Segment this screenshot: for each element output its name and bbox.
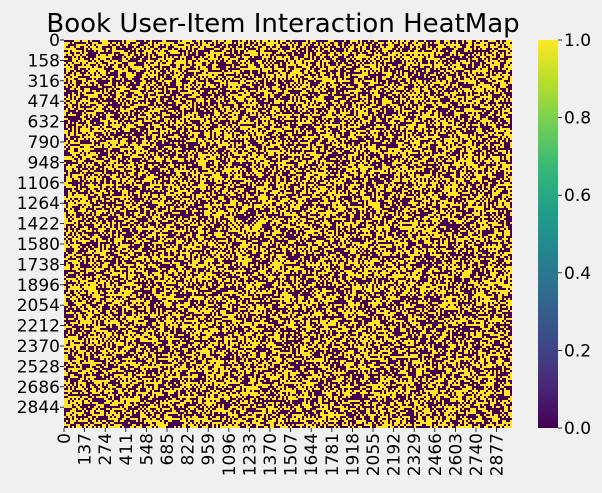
y-tick-label: 2212 xyxy=(17,317,60,337)
x-tick-label: 1918 xyxy=(343,433,363,476)
x-tick-label: 1233 xyxy=(240,433,260,476)
colorbar-tick-label: 0.4 xyxy=(564,264,591,284)
y-tick-label: 158 xyxy=(28,51,60,71)
y-tick-label: 316 xyxy=(28,72,60,92)
colorbar-tick-label: 0.0 xyxy=(564,419,591,439)
x-tick-label: 2466 xyxy=(426,433,446,476)
x-tick-label: 548 xyxy=(137,433,157,465)
x-tick-label: 0 xyxy=(55,433,75,444)
y-tick-label: 0 xyxy=(49,31,60,51)
y-tick-label: 2844 xyxy=(17,398,60,418)
y-tick-label: 1264 xyxy=(17,194,60,214)
colorbar xyxy=(538,40,558,428)
chart-title: Book User-Item Interaction HeatMap xyxy=(46,9,519,39)
colorbar-tick-label: 0.6 xyxy=(564,186,591,206)
x-tick-label: 411 xyxy=(117,433,137,465)
y-tick-label: 1106 xyxy=(17,174,60,194)
x-axis-ticks: 0 137 274 411 548 685 822 959 1096 1233 1370 1507 16… xyxy=(55,428,508,476)
y-tick-label: 1896 xyxy=(17,276,60,296)
y-tick-label: 1738 xyxy=(17,255,60,275)
x-tick-label: 1781 xyxy=(323,433,343,476)
y-tick-label: 2528 xyxy=(17,357,60,377)
colorbar-ticks: 0.0 0.2 0.4 0.6 0.8 1.0 xyxy=(558,31,591,439)
x-tick-label: 2603 xyxy=(446,433,466,476)
x-tick-label: 137 xyxy=(76,433,96,465)
y-tick-label: 1580 xyxy=(17,235,60,255)
x-tick-label: 822 xyxy=(179,433,199,465)
y-tick-label: 948 xyxy=(28,153,60,173)
y-tick-label: 2054 xyxy=(17,296,60,316)
y-axis-ticks: 0158316474632790948110612641422158017381… xyxy=(17,31,64,418)
x-tick-label: 2740 xyxy=(467,433,487,476)
y-tick-label: 474 xyxy=(28,92,60,112)
x-tick-label: 274 xyxy=(96,433,116,465)
colorbar-tick-label: 1.0 xyxy=(564,31,591,51)
y-tick-label: 2686 xyxy=(17,378,60,398)
heatmap-grid xyxy=(64,40,512,428)
heatmap-ones-cells xyxy=(64,40,512,428)
x-tick-label: 685 xyxy=(158,433,178,465)
colorbar-tick-label: 0.2 xyxy=(564,341,591,361)
x-tick-label: 1370 xyxy=(261,433,281,476)
y-tick-label: 790 xyxy=(28,133,60,153)
x-tick-label: 1096 xyxy=(220,433,240,476)
colorbar-tick-label: 0.8 xyxy=(564,109,591,129)
x-tick-label: 959 xyxy=(199,433,219,465)
x-tick-label: 2192 xyxy=(385,433,405,476)
x-tick-label: 1644 xyxy=(302,433,322,476)
y-tick-label: 1422 xyxy=(17,215,60,235)
y-tick-label: 2370 xyxy=(17,337,60,357)
y-tick-label: 632 xyxy=(28,113,60,133)
x-tick-label: 2877 xyxy=(488,433,508,476)
x-tick-label: 1507 xyxy=(282,433,302,476)
x-tick-label: 2055 xyxy=(364,433,384,476)
x-tick-label: 2329 xyxy=(405,433,425,476)
